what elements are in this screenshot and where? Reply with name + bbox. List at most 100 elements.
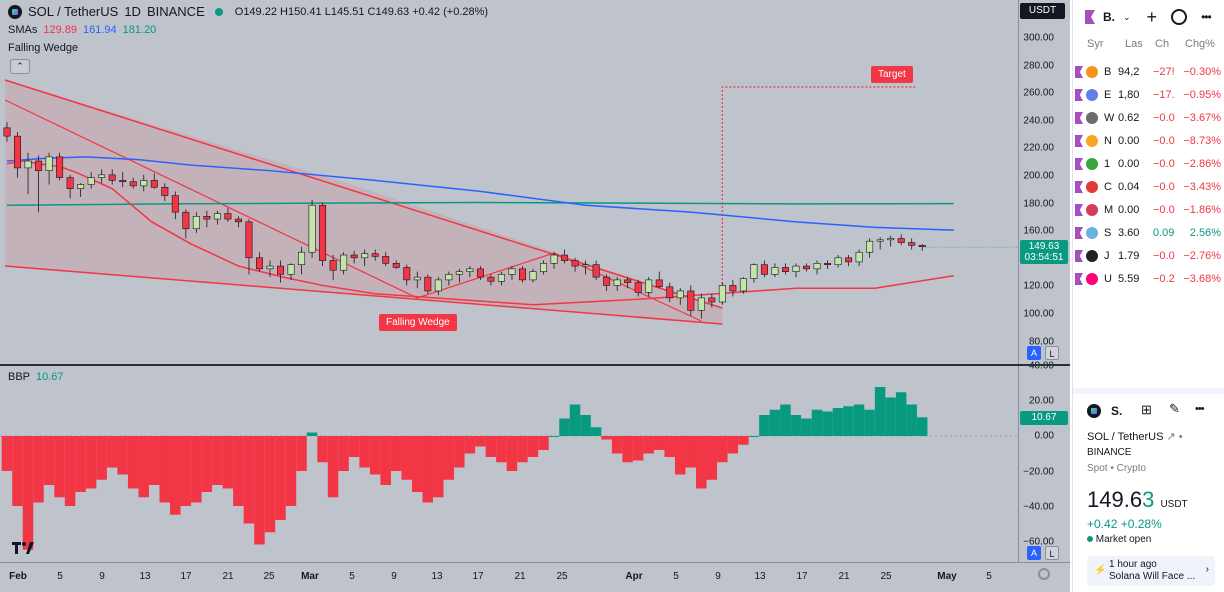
col-symbol[interactable]: Syr: [1087, 38, 1104, 50]
symbol-header: SOL / TetherUS 1D BINANCE O149.22 H150.4…: [8, 4, 488, 19]
pattern-legend[interactable]: Falling Wedge: [8, 42, 78, 54]
currency-badge[interactable]: USDT: [1020, 3, 1065, 19]
bbp-legend[interactable]: BBP 10.67: [8, 371, 64, 383]
bbp-bar: [559, 418, 570, 436]
bbp-value: 10.67: [36, 371, 64, 383]
row-symbol: U: [1104, 273, 1112, 285]
edit-icon[interactable]: ✎: [1169, 401, 1180, 416]
row-chgp: 2.56%: [1189, 227, 1221, 239]
log-scale-button[interactable]: L: [1045, 346, 1059, 360]
flag-icon[interactable]: [1075, 89, 1083, 101]
row-chgp: −1.86%: [1183, 204, 1221, 216]
col-chg[interactable]: Ch: [1155, 38, 1170, 50]
falling-wedge-label[interactable]: Falling Wedge: [379, 314, 457, 331]
pane-separator[interactable]: [0, 364, 1070, 366]
bbp-bar: [64, 436, 76, 506]
detail-change: +0.42 +0.28%: [1087, 517, 1162, 531]
bbp-bar: [411, 436, 423, 492]
watchlist-row[interactable]: J 1.79 −0.0 −2.76%: [1073, 246, 1224, 268]
flag-icon[interactable]: [1075, 112, 1083, 124]
sma2-value: 161.94: [83, 24, 117, 36]
interval[interactable]: 1D: [124, 4, 141, 19]
time-label: 5: [673, 571, 679, 582]
flag-icon[interactable]: [1075, 66, 1083, 78]
bbp-auto-scale-button[interactable]: A: [1027, 546, 1041, 560]
auto-scale-button[interactable]: A: [1027, 346, 1041, 360]
watchlist-details-icon[interactable]: [1171, 9, 1188, 25]
detail-more-icon[interactable]: •••: [1195, 403, 1205, 415]
row-chg: −17.: [1153, 89, 1175, 101]
watchlist-row[interactable]: W 0.62 −0.0 −3.67%: [1073, 108, 1224, 130]
candle-body: [161, 186, 169, 196]
bbp-bar: [96, 436, 107, 480]
col-last[interactable]: Las: [1125, 38, 1143, 50]
panel-divider[interactable]: [1073, 388, 1224, 394]
flag-icon[interactable]: [1075, 181, 1083, 193]
bbp-log-scale-button[interactable]: L: [1045, 546, 1059, 560]
flag-icon[interactable]: [1075, 158, 1083, 170]
bbp-bar: [590, 427, 602, 436]
flag-icon[interactable]: [1075, 273, 1083, 285]
chevron-down-icon[interactable]: ⌄: [1123, 11, 1131, 22]
lightning-icon: ⚡: [1094, 565, 1107, 576]
watchlist-row[interactable]: S 3.60 0.09 2.56%: [1073, 223, 1224, 245]
detail-short-name[interactable]: S.: [1111, 404, 1123, 418]
flag-icon[interactable]: [1075, 135, 1083, 147]
candle-body: [518, 268, 526, 281]
price-pane[interactable]: [0, 0, 1018, 364]
add-symbol-icon[interactable]: +: [1146, 6, 1158, 27]
time-label: 25: [556, 571, 568, 582]
detail-pair-row[interactable]: SOL / TetherUS ↗ •: [1087, 430, 1183, 443]
more-icon[interactable]: •••: [1201, 10, 1212, 24]
grid-icon[interactable]: ⊞: [1141, 402, 1152, 417]
bbp-axis[interactable]: 40.00 20.00 0.00 −20.00 −40.00 −60.00: [1018, 361, 1070, 562]
wedge-upper-line: [4, 79, 723, 309]
detail-pair[interactable]: SOL / TetherUS: [1087, 431, 1164, 443]
time-axis[interactable]: Feb 5 9 13 17 21 25 Mar 5 9 13 17 21 25 Apr 5 9 13 17 21 25 M…: [0, 562, 1070, 592]
candle-body: [561, 254, 569, 261]
watchlist-name[interactable]: B.: [1103, 10, 1115, 24]
watchlist-row[interactable]: M 0.00 −0.0 −1.86%: [1073, 200, 1224, 222]
col-chgp[interactable]: Chg%: [1185, 38, 1215, 50]
watchlist-row[interactable]: 1 0.00 −0.0 −2.86%: [1073, 154, 1224, 176]
watchlist-row[interactable]: C 0.04 −0.0 −3.43%: [1073, 177, 1224, 199]
bbp-bar: [685, 436, 696, 468]
row-last: 3.60: [1118, 227, 1140, 239]
countdown: 03:54:51: [1024, 252, 1064, 263]
flag-icon[interactable]: [1075, 204, 1083, 216]
settings-gear-icon[interactable]: [1038, 568, 1050, 580]
bbp-bar: [243, 436, 255, 524]
target-label[interactable]: Target: [871, 66, 913, 83]
symbol-name[interactable]: SOL / TetherUS: [28, 4, 119, 19]
bbp-bar: [275, 436, 286, 520]
watchlist-row[interactable]: N 0.00 −0.0 −8.73%: [1073, 131, 1224, 153]
candle-body: [792, 265, 800, 272]
tradingview-logo-icon[interactable]: [12, 541, 34, 557]
external-link-icon[interactable]: ↗: [1166, 431, 1176, 443]
news-card[interactable]: ⚡ 1 hour ago Solana Will Face ... ›: [1087, 556, 1215, 586]
current-price: 149.63: [1028, 241, 1060, 252]
coin-icon: [1086, 227, 1098, 239]
flag-icon[interactable]: [1075, 250, 1083, 262]
price-tick: 120.00: [1023, 280, 1054, 292]
row-last: 1.79: [1118, 250, 1140, 262]
row-symbol: M: [1104, 204, 1114, 216]
row-chgp: −0.30%: [1183, 66, 1221, 78]
smas-legend[interactable]: SMAs 129.89 161.94 181.20: [8, 24, 156, 36]
bbp-bar: [433, 436, 444, 498]
watchlist-row[interactable]: U 5.59 −0.2 −3.68%: [1073, 269, 1224, 291]
price-axis[interactable]: 300.00 280.00 260.00 240.00 220.00 200.00 180.…: [1018, 0, 1070, 364]
collapse-legend-button[interactable]: ⌃: [10, 59, 30, 74]
row-symbol: E: [1104, 89, 1112, 101]
bbp-pane[interactable]: [0, 366, 1018, 562]
watchlist-row[interactable]: B 94,2 −27! −0.30%: [1073, 62, 1224, 84]
market-open-dot-icon: [214, 7, 223, 16]
candle-body: [666, 286, 674, 299]
candle-body: [266, 265, 274, 270]
chart-area[interactable]: SOL / TetherUS 1D BINANCE O149.22 H150.4…: [0, 0, 1070, 592]
candle-body: [571, 260, 579, 267]
candle-body: [508, 268, 516, 275]
watchlist-row[interactable]: E 1,80 −17. −0.95%: [1073, 85, 1224, 107]
candle-body: [529, 271, 537, 281]
flag-icon[interactable]: [1075, 227, 1083, 239]
